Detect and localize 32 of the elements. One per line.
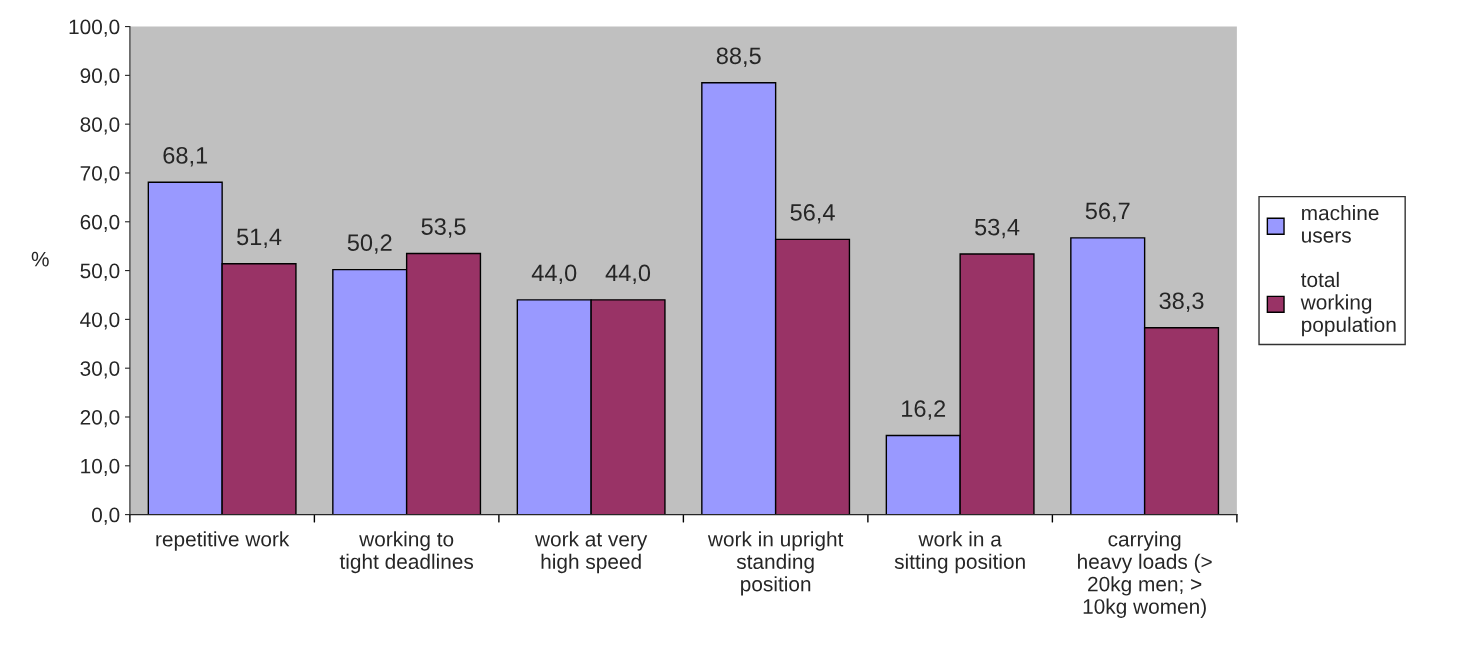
- y-tick-label: 30,0: [80, 361, 120, 379]
- y-axis-title: %: [31, 251, 49, 267]
- x-tick-label: work at very high speed: [534, 531, 648, 574]
- legend-label: machine users: [1302, 205, 1379, 243]
- x-tick-label: carrying heavy loads (> 20kg men; > 10kg women): [1078, 531, 1212, 619]
- data-label: 53,4: [975, 218, 1020, 239]
- data-label: 44,0: [605, 264, 651, 285]
- data-label: 56,4: [790, 204, 835, 224]
- x-tick-label: working to tight deadlines: [339, 531, 474, 574]
- data-label: 50,2: [347, 234, 392, 254]
- y-tick-label: 50,0: [80, 263, 120, 281]
- data-label: 38,3: [1159, 292, 1204, 312]
- x-tick-label: work in a sitting position: [894, 531, 1025, 574]
- x-tick-label: repetitive work: [156, 531, 290, 551]
- y-tick-label: 40,0: [80, 312, 120, 330]
- y-tick-label: 70,0: [80, 165, 120, 184]
- y-tick-label: 10,0: [81, 458, 120, 477]
- y-tick-label: 60,0: [80, 214, 120, 232]
- x-tick-label: work in upright standing position: [707, 531, 844, 596]
- data-label: 88,5: [716, 47, 761, 67]
- y-tick-label: 20,0: [80, 409, 120, 428]
- y-tick-label: 100,0: [69, 19, 120, 37]
- y-tick-label: 90,0: [80, 68, 120, 86]
- data-label: 56,7: [1085, 202, 1130, 223]
- data-label: 16,2: [902, 400, 946, 420]
- data-label: 53,5: [421, 218, 466, 238]
- y-tick-label: 80,0: [80, 117, 120, 135]
- data-label: 51,4: [237, 228, 282, 248]
- legend-label: total working population: [1300, 271, 1396, 337]
- data-label: 68,1: [163, 146, 208, 167]
- data-label: 44,0: [531, 264, 577, 285]
- y-tick-label: 0,0: [92, 507, 120, 525]
